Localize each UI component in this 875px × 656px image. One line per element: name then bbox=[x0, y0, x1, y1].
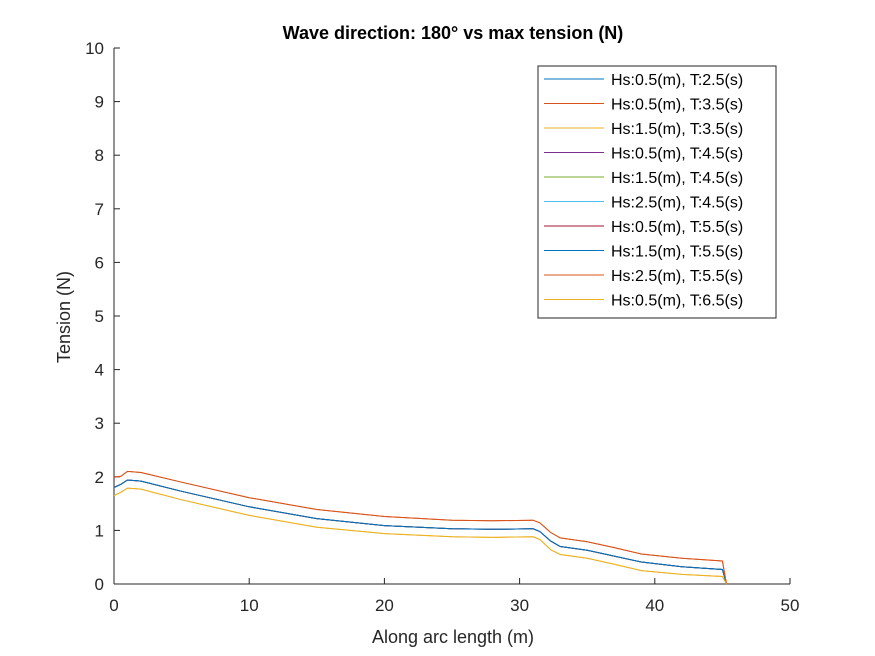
chart-title: Wave direction: 180° vs max tension (N) bbox=[283, 23, 624, 43]
legend-label: Hs:1.5(m), T:4.5(s) bbox=[611, 170, 743, 187]
x-tick-label: 50 bbox=[781, 596, 800, 615]
y-tick-label: 3 bbox=[95, 414, 104, 433]
x-tick-label: 0 bbox=[109, 596, 118, 615]
x-axis-label: Along arc length (m) bbox=[372, 627, 534, 647]
legend-label: Hs:0.5(m), T:5.5(s) bbox=[611, 219, 743, 236]
legend: Hs:0.5(m), T:2.5(s) Hs:0.5(m), T:3.5(s) Hs… bbox=[537, 65, 777, 319]
legend-label: Hs:1.5(m), T:5.5(s) bbox=[611, 244, 743, 261]
y-tick-label: 7 bbox=[95, 200, 104, 219]
y-tick-label: 2 bbox=[95, 468, 104, 487]
series-line-9 bbox=[113, 470, 727, 585]
y-tick-label: 9 bbox=[95, 93, 104, 112]
x-tick-label: 10 bbox=[240, 596, 259, 615]
legend-label: Hs:0.5(m), T:3.5(s) bbox=[611, 97, 743, 114]
y-tick-label: 0 bbox=[95, 575, 104, 594]
legend-label: Hs:0.5(m), T:6.5(s) bbox=[611, 293, 743, 310]
series-line-10 bbox=[113, 487, 727, 585]
legend-label: Hs:2.5(m), T:4.5(s) bbox=[611, 195, 743, 212]
legend-label: Hs:0.5(m), T:2.5(s) bbox=[611, 72, 743, 89]
y-tick-label: 5 bbox=[95, 307, 104, 326]
x-tick-label: 40 bbox=[645, 596, 664, 615]
y-tick-label: 6 bbox=[95, 253, 104, 272]
series-line-8 bbox=[113, 479, 727, 585]
legend-label: Hs:1.5(m), T:3.5(s) bbox=[611, 121, 743, 138]
y-axis-label: Tension (N) bbox=[54, 271, 74, 363]
legend-box bbox=[537, 65, 777, 319]
x-tick-label: 30 bbox=[510, 596, 529, 615]
y-tick-label: 4 bbox=[95, 361, 104, 380]
legend-label: Hs:0.5(m), T:4.5(s) bbox=[611, 146, 743, 163]
y-tick-label: 1 bbox=[95, 521, 104, 540]
legend-label: Hs:2.5(m), T:5.5(s) bbox=[611, 268, 743, 285]
x-tick-label: 20 bbox=[375, 596, 394, 615]
y-tick-label: 10 bbox=[85, 39, 104, 58]
series-layer bbox=[113, 470, 727, 585]
y-tick-label: 8 bbox=[95, 146, 104, 165]
